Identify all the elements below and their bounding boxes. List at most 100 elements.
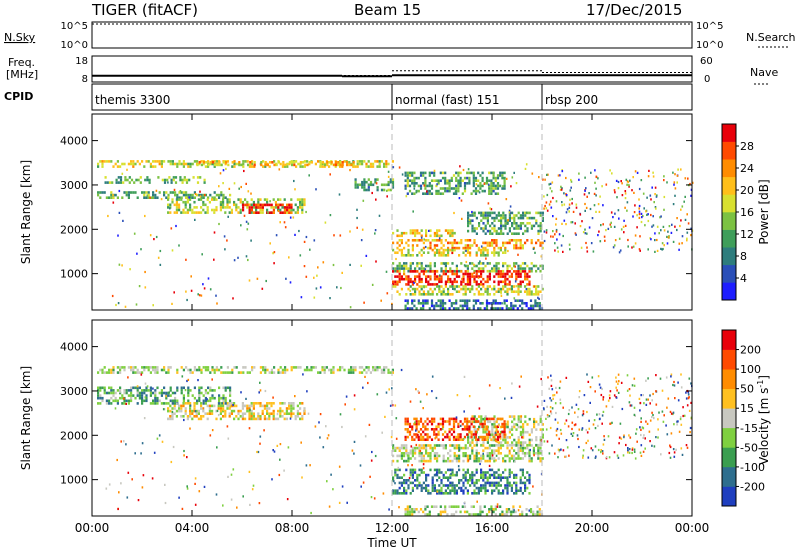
heatmap-cell <box>457 505 460 508</box>
heatmap-cell <box>521 471 524 474</box>
heatmap-cell <box>369 475 371 478</box>
heatmap-cell <box>484 481 487 485</box>
heatmap-cell <box>455 290 458 293</box>
heatmap-cell <box>418 391 420 394</box>
heatmap-cell <box>276 444 279 447</box>
heatmap-cell <box>506 420 509 424</box>
heatmap-cell <box>288 211 291 214</box>
heatmap-cell <box>446 187 449 190</box>
cpid-strip: CPID themis 3300 normal (fast) 151 rbsp 20… <box>4 83 693 111</box>
heatmap-cell <box>508 283 511 286</box>
heatmap-cell <box>363 178 366 181</box>
heatmap-cell <box>239 409 242 413</box>
heatmap-cell <box>458 246 461 250</box>
heatmap-cell <box>480 293 483 296</box>
heatmap-cell <box>118 211 121 214</box>
heatmap-cell <box>348 161 351 164</box>
heatmap-cell <box>459 176 462 180</box>
heatmap-cell <box>436 293 439 296</box>
heatmap-cell <box>180 162 183 166</box>
heatmap-cell <box>415 420 418 423</box>
colorbar-tick-label: 8 <box>740 250 747 263</box>
heatmap-cell <box>477 293 480 296</box>
heatmap-cell <box>666 433 669 436</box>
heatmap-cell <box>506 454 509 458</box>
heatmap-cell <box>680 373 682 376</box>
heatmap-cell <box>524 211 527 215</box>
heatmap-cell <box>171 249 174 252</box>
heatmap-cell <box>553 394 556 397</box>
heatmap-cell <box>525 211 528 214</box>
heatmap-cell <box>428 510 431 514</box>
heatmap-cell <box>538 508 541 511</box>
heatmap-cell <box>97 371 100 374</box>
heatmap-cell <box>430 187 434 190</box>
heatmap-cell <box>257 211 260 214</box>
heatmap-cell <box>354 180 357 184</box>
heatmap-cell <box>433 486 436 490</box>
heatmap-cell <box>391 160 394 163</box>
heatmap-cell <box>479 260 481 263</box>
heatmap-cell <box>581 220 583 223</box>
heatmap-cell <box>152 196 155 199</box>
heatmap-cell <box>363 160 366 163</box>
heatmap-cell <box>482 457 485 460</box>
heatmap-cell <box>542 213 544 217</box>
heatmap-cell <box>670 432 673 435</box>
heatmap-cell <box>492 174 495 177</box>
heatmap-cell <box>444 307 447 310</box>
heatmap-cell <box>158 160 161 163</box>
heatmap-cell <box>468 425 471 428</box>
heatmap-cell <box>411 262 414 265</box>
heatmap-cell <box>645 420 647 423</box>
heatmap-cell <box>501 174 504 177</box>
heatmap-cell <box>644 224 646 227</box>
heatmap-cell <box>515 277 518 281</box>
heatmap-cell <box>462 293 465 296</box>
heatmap-cell <box>217 404 220 408</box>
heatmap-cell <box>505 307 508 310</box>
heatmap-cell <box>467 222 470 225</box>
heatmap-cell <box>559 380 562 383</box>
heatmap-cell <box>497 219 500 222</box>
heatmap-cell <box>522 216 525 220</box>
heatmap-cell <box>136 391 139 395</box>
heatmap-cell <box>97 389 100 392</box>
heatmap-cell <box>455 457 458 460</box>
heatmap-cell <box>513 232 516 235</box>
heatmap-cell <box>484 290 487 293</box>
heatmap-cell <box>228 415 231 418</box>
heatmap-cell <box>446 435 449 439</box>
heatmap-cell <box>480 227 483 230</box>
heatmap-cell <box>125 402 127 405</box>
heatmap-cell <box>469 275 472 278</box>
heatmap-cell <box>411 246 414 250</box>
heatmap-cell <box>324 163 327 167</box>
heatmap-cell <box>437 430 440 434</box>
heatmap-cell <box>493 246 496 250</box>
heatmap-cell <box>422 171 425 175</box>
heatmap-cell <box>469 239 472 242</box>
heatmap-cell <box>638 216 641 219</box>
heatmap-cell <box>229 389 232 392</box>
heatmap-cell <box>270 371 273 374</box>
heatmap-cell <box>411 468 414 472</box>
heatmap-cell <box>240 224 242 227</box>
heatmap-cell <box>603 435 605 438</box>
heatmap-cell <box>172 445 175 449</box>
heatmap-cell <box>165 391 168 395</box>
heatmap-cell <box>115 178 118 182</box>
heatmap-cell <box>235 206 238 209</box>
heatmap-cell <box>409 270 412 273</box>
heatmap-cell <box>491 241 494 245</box>
heatmap-cell <box>514 460 516 463</box>
heatmap-cell <box>488 484 491 487</box>
heatmap-cell <box>380 299 382 302</box>
heatmap-cell <box>503 513 506 516</box>
heatmap-cell <box>182 394 185 397</box>
heatmap-cell <box>469 443 472 447</box>
heatmap-cell <box>230 211 233 214</box>
heatmap-cell <box>631 384 634 387</box>
heatmap-cell <box>621 194 624 197</box>
heatmap-cell <box>478 222 481 225</box>
